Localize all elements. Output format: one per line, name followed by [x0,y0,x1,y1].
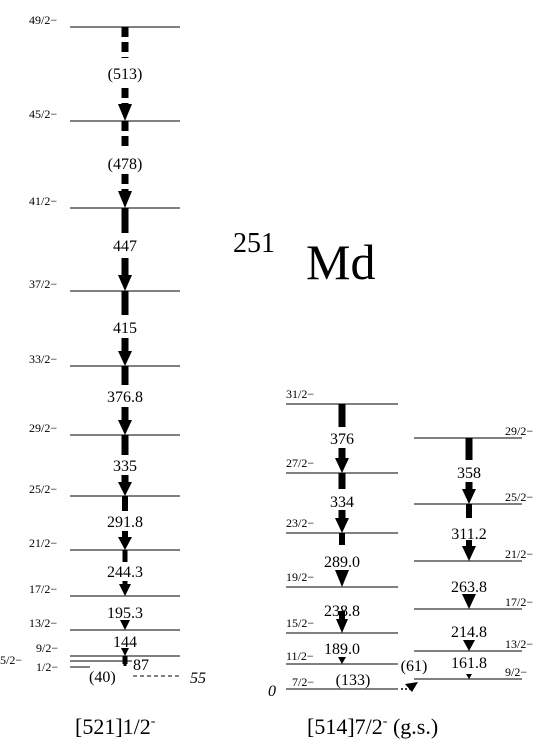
spin-label: 29/2− [29,421,57,435]
spin-label: 17/2− [505,595,533,609]
transition-energy: 238.8 [324,603,360,620]
spin-label: 49/2− [29,13,57,27]
transition-energy: 263.8 [451,579,487,596]
spin-label: 21/2− [29,536,57,550]
transition-energy: 87 [133,657,149,674]
spin-label: 41/2− [29,194,57,208]
left-band: 49/2− 45/2− 41/2− 37/2− 33/2− 29/2− 25/2… [0,13,206,687]
spin-label: 29/2− [505,424,533,438]
transition-energy: 244.3 [107,564,143,581]
transition-energy: 289.0 [324,554,360,571]
middle-band: 31/2− 27/2− 23/2− 19/2− 15/2− 11/2− 7/2−… [268,387,398,700]
transition-energy: (133) [336,672,371,689]
band-head-energy: 55 [190,670,206,687]
spin-label: 19/2− [286,570,314,584]
transition-energy: 311.2 [451,526,486,543]
spin-label: 1/2− [36,660,58,674]
spin-label: 11/2− [286,649,314,663]
spin-label: 17/2− [29,582,57,596]
transition-energy: 291.8 [107,514,143,531]
transition-energy: 358 [457,465,481,482]
transition-energy: (478) [108,156,143,173]
left-band-title: [521]1/2- [75,714,156,739]
ground-state-energy: 0 [268,683,276,700]
transition-energy: (40) [89,669,116,686]
spin-label: 45/2− [29,107,57,121]
spin-label: 27/2− [286,456,314,470]
spin-label: 13/2− [505,637,533,651]
spin-label: 15/2− [286,616,314,630]
transition-energy: 144 [113,634,137,651]
spin-label: 5/2− [0,653,22,667]
spin-label: 7/2− [292,675,314,689]
transition-energy: 376 [330,431,354,448]
transition-energy: 335 [113,458,137,475]
spin-label: 37/2− [29,277,57,291]
svg-text:251: 251 [233,228,275,259]
spin-label: 9/2− [505,665,527,679]
spin-label: 25/2− [29,482,57,496]
spin-label: 25/2− [505,490,533,504]
spin-label: 31/2− [286,387,314,401]
transition-energy: 195.3 [107,605,143,622]
spin-label: 21/2− [505,547,533,561]
transition-energy: 214.8 [451,624,487,641]
transition-arrows [335,404,349,664]
transition-energy: 334 [330,494,354,511]
spin-label: 13/2− [29,616,57,630]
transition-energy: 161.8 [451,655,487,672]
right-band-title: [514]7/2- (g.s.) [307,714,438,739]
nucleus-label: 251 Md [233,228,375,290]
transition-arrows [401,438,476,692]
spin-label: 9/2− [36,641,58,655]
spin-label: 33/2− [29,352,57,366]
transition-energy: 376.8 [107,389,143,406]
transition-energy: 189.0 [324,641,360,658]
svg-text:Md: Md [306,234,375,290]
interband-transition-energy: (61) [401,658,428,675]
right-band: 29/2− 25/2− 21/2− 17/2− 13/2− 9/2− 358 3… [401,424,533,692]
transition-energy: (513) [108,66,143,83]
spin-label: 23/2− [286,516,314,530]
transition-arrows [118,27,132,666]
transition-energy: 415 [113,320,137,337]
transition-energy: 447 [113,238,137,255]
